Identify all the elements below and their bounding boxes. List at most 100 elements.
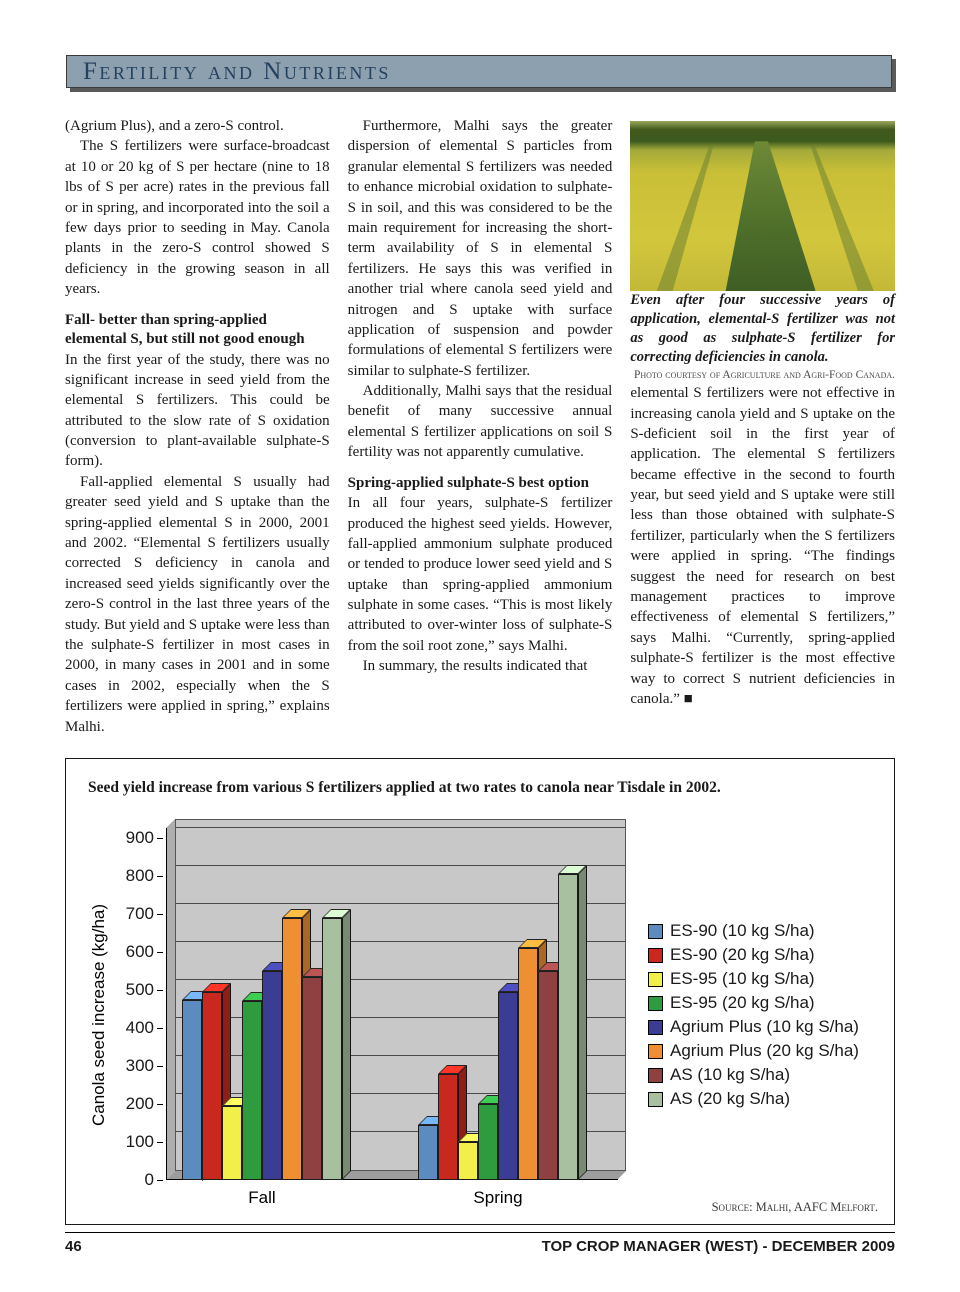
bar-spring-series-0 <box>418 1115 447 1180</box>
y-tick-label: 600 <box>125 942 164 961</box>
chart-box: Seed yield increase from various S ferti… <box>65 758 895 1225</box>
legend-item: ES-90 (10 kg S/ha) <box>648 919 859 943</box>
paragraph: Furthermore, Malhi says the greater disp… <box>347 118 613 379</box>
gridline <box>176 1131 625 1132</box>
bar-fall-series-6 <box>302 967 331 1180</box>
bar-face-front <box>262 971 282 1180</box>
legend-swatch <box>648 947 663 963</box>
legend-swatch <box>648 923 663 939</box>
legend-label: ES-95 (10 kg S/ha) <box>670 969 815 988</box>
x-axis-line <box>166 1179 618 1180</box>
bar-fall-series-5 <box>282 908 311 1180</box>
chart-legend: ES-90 (10 kg S/ha) ES-90 (20 kg S/ha) ES-9… <box>648 919 859 1111</box>
bar-face-front <box>222 1105 242 1180</box>
legend-swatch <box>648 1043 663 1059</box>
gridline <box>176 1093 625 1094</box>
paragraph: (Agrium Plus), and a zero-S control. <box>65 118 284 134</box>
paragraph: Fall-applied elemental S usually had gre… <box>65 473 330 735</box>
article-column-3: Even after four successive years of appl… <box>630 116 896 737</box>
bar-fall-series-4 <box>262 962 291 1180</box>
bar-face-front <box>182 999 202 1180</box>
article-columns: (Agrium Plus), and a zero-S control. The… <box>65 116 896 737</box>
bar-fall-series-7 <box>322 908 351 1180</box>
photo-caption: Even after four successive years of appl… <box>630 292 896 366</box>
legend-swatch <box>648 995 663 1011</box>
y-axis-title: Canola seed increase (kg/ha) <box>84 819 114 1210</box>
bar-spring-series-1 <box>438 1064 467 1180</box>
legend-label: ES-90 (10 kg S/ha) <box>670 921 815 940</box>
section-header-banner: Fertility and Nutrients <box>66 55 892 88</box>
gridline <box>176 979 625 980</box>
chart-plot-wrap: Fall Spring <box>166 819 626 1210</box>
legend-label: ES-90 (20 kg S/ha) <box>670 945 815 964</box>
legend-item: ES-90 (20 kg S/ha) <box>648 943 859 967</box>
footer-journal-title: TOP CROP MANAGER (WEST) - DECEMBER 2009 <box>541 1238 895 1255</box>
y-tick-label: 900 <box>125 828 164 847</box>
bar-face-front <box>538 971 558 1180</box>
bar-spring-series-2 <box>458 1133 487 1180</box>
bar-face-front <box>518 948 538 1180</box>
article-column-2: Furthermore, Malhi says the greater disp… <box>348 116 613 737</box>
gridline <box>176 827 625 828</box>
y-tick-label: 400 <box>125 1018 164 1037</box>
legend-label: AS (10 kg S/ha) <box>670 1065 791 1084</box>
y-tick-label: 800 <box>125 866 164 885</box>
bar-spring-series-7 <box>558 865 587 1180</box>
subheading: Spring-applied sulphate-S best option <box>347 474 589 491</box>
legend-swatch <box>648 1019 663 1035</box>
bar-face-side <box>342 908 351 1180</box>
y-tick-label: 200 <box>125 1094 164 1113</box>
y-tick-label: 500 <box>125 980 164 999</box>
bar-spring-series-3 <box>478 1095 507 1180</box>
legend-item: ES-95 (10 kg S/ha) <box>648 967 859 991</box>
chart-left-wall <box>166 819 175 1180</box>
bar-face-front <box>242 1001 262 1180</box>
x-axis-label-fall: Fall <box>248 1188 276 1207</box>
paragraph: The S fertilizers were surface-broadcast… <box>65 138 330 298</box>
bar-spring-series-6 <box>538 962 567 1180</box>
legend-swatch <box>648 1067 663 1083</box>
bar-face-front <box>202 991 222 1180</box>
footer-page-number: 46 <box>65 1238 82 1255</box>
y-tick-label: 0 <box>144 1170 164 1189</box>
chart-y-ticks: 0 100 200 300 400 500 600 700 800 900 <box>114 819 166 1210</box>
legend-item: Agrium Plus (10 kg S/ha) <box>648 1015 859 1039</box>
bar-face-front <box>322 917 342 1180</box>
bar-face-front <box>282 917 302 1180</box>
legend-label: ES-95 (20 kg S/ha) <box>670 993 815 1012</box>
chart-source: Source: Malhi, AAFC Melfort. <box>711 1200 878 1214</box>
paragraph: In all four years, sulphate-S fertilizer… <box>347 495 613 654</box>
bar-face-front <box>558 874 578 1180</box>
photo-credit: Photo courtesy of Agriculture and Agri-F… <box>633 368 896 381</box>
y-tick-label: 300 <box>125 1056 164 1075</box>
legend-swatch <box>648 971 663 987</box>
chart-title: Seed yield increase from various S ferti… <box>88 779 721 796</box>
bar-fall-series-1 <box>202 982 231 1180</box>
paragraph: elemental S fertilizers were not effecti… <box>630 385 896 707</box>
y-axis-line <box>166 828 167 1180</box>
legend-label: Agrium Plus (10 kg S/ha) <box>670 1017 859 1036</box>
y-axis-title-text: Canola seed increase (kg/ha) <box>89 903 108 1126</box>
gridline <box>176 1017 625 1018</box>
paragraph: In summary, the results indicated that <box>362 658 588 675</box>
bar-fall-series-0 <box>182 990 211 1180</box>
legend-item: AS (10 kg S/ha) <box>648 1063 859 1087</box>
bar-face-front <box>302 976 322 1180</box>
y-tick-label: 100 <box>125 1132 164 1151</box>
bar-face-front <box>458 1142 478 1180</box>
paragraph: Additionally, Malhi says that the residu… <box>347 383 613 461</box>
bar-face-front <box>498 991 518 1180</box>
bar-fall-series-2 <box>222 1096 251 1180</box>
footer-rule <box>65 1232 895 1233</box>
bar-spring-series-5 <box>518 939 547 1180</box>
gridline <box>176 903 625 904</box>
chart-area: Canola seed increase (kg/ha) 0 100 200 300 4… <box>84 819 859 1210</box>
footer: 46 TOP CROP MANAGER (WEST) - DECEMBER 20… <box>65 1238 895 1255</box>
bar-face-side <box>578 865 587 1180</box>
legend-label: AS (20 kg S/ha) <box>670 1089 791 1108</box>
legend-item: ES-95 (20 kg S/ha) <box>648 991 859 1015</box>
y-tick-label: 700 <box>125 904 164 923</box>
bar-spring-series-4 <box>498 982 527 1180</box>
x-axis-label-spring: Spring <box>473 1188 523 1207</box>
